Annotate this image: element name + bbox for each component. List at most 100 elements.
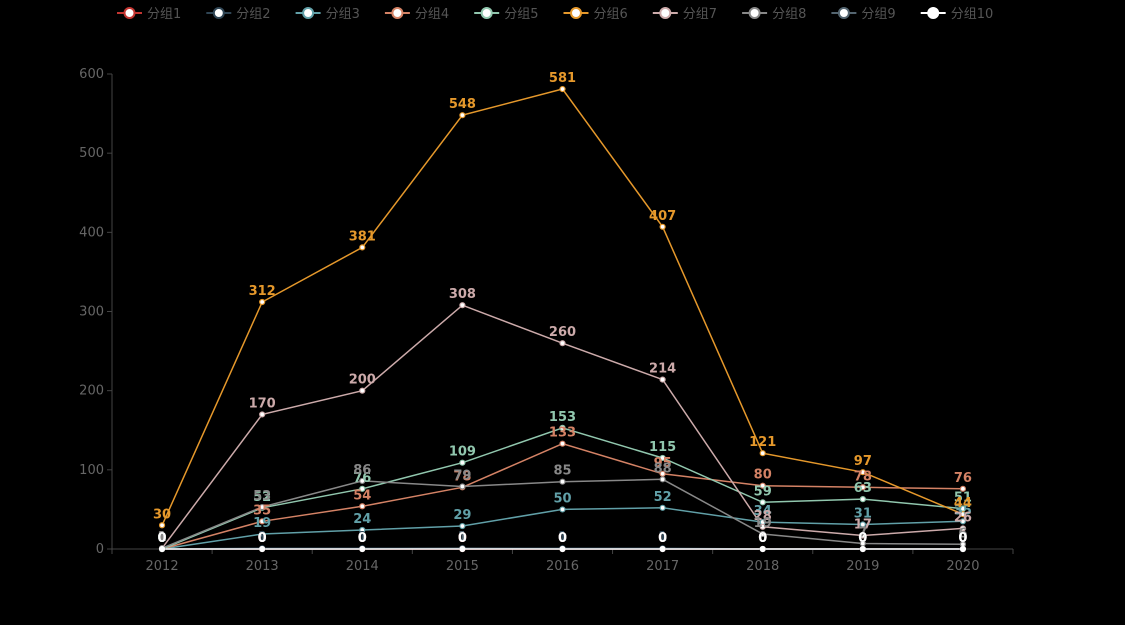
y-tick-label: 100 bbox=[79, 463, 104, 478]
data-point-8[interactable] bbox=[359, 477, 366, 485]
data-point-6[interactable] bbox=[959, 511, 967, 518]
legend-item-5[interactable]: 分组5 bbox=[474, 7, 538, 22]
data-label-5: 115 bbox=[649, 440, 676, 455]
data-point-6[interactable] bbox=[859, 469, 866, 476]
data-point-8[interactable] bbox=[559, 478, 566, 485]
data-point-6[interactable] bbox=[359, 244, 366, 251]
x-tick-label: 2015 bbox=[446, 559, 479, 574]
data-point-5[interactable] bbox=[659, 454, 666, 462]
data-label-2: 1 bbox=[358, 530, 367, 545]
data-label-10: 0 bbox=[258, 531, 267, 546]
data-point-4[interactable] bbox=[559, 440, 566, 447]
legend-marker-icon bbox=[748, 7, 761, 19]
legend-item-3[interactable]: 分组3 bbox=[295, 7, 360, 22]
data-label-2: 1 bbox=[658, 530, 667, 545]
data-label-1: 0 bbox=[958, 531, 967, 546]
data-label-6: 30 bbox=[153, 507, 171, 522]
data-point-6[interactable] bbox=[158, 522, 166, 529]
chart-legend[interactable]: 分组1 分组2 分组3 分组4 分组5 分组6 分组7 分组8 分组9 分组10 bbox=[117, 7, 993, 22]
data-point-10[interactable] bbox=[959, 545, 967, 553]
data-point-7[interactable] bbox=[359, 387, 366, 394]
data-point-10[interactable] bbox=[359, 545, 366, 553]
data-label-7: 1 bbox=[158, 530, 167, 545]
data-label-8: 6 bbox=[958, 526, 967, 541]
data-point-5[interactable] bbox=[459, 459, 466, 466]
data-label-5: 153 bbox=[549, 410, 576, 425]
data-point-4[interactable] bbox=[259, 518, 266, 525]
legend-item-1[interactable]: 分组1 bbox=[117, 7, 181, 22]
data-point-3[interactable] bbox=[959, 518, 967, 525]
data-point-10[interactable] bbox=[559, 545, 566, 553]
data-label-7: 260 bbox=[549, 325, 576, 340]
legend-item-10[interactable]: 分组10 bbox=[920, 7, 994, 22]
legend-item-9[interactable]: 分组9 bbox=[831, 7, 896, 22]
data-point-6[interactable] bbox=[659, 223, 666, 230]
data-label-1: 0 bbox=[858, 531, 867, 546]
data-point-7[interactable] bbox=[559, 340, 566, 347]
y-tick-label: 0 bbox=[96, 542, 104, 557]
data-point-5[interactable] bbox=[359, 485, 366, 492]
data-point-4[interactable] bbox=[859, 484, 866, 491]
legend-item-4[interactable]: 分组4 bbox=[384, 7, 449, 22]
series-points bbox=[158, 85, 967, 553]
data-point-7[interactable] bbox=[659, 376, 666, 383]
data-point-6[interactable] bbox=[259, 298, 266, 306]
data-point-3[interactable] bbox=[659, 504, 666, 511]
data-point-4[interactable] bbox=[759, 482, 766, 489]
data-point-10[interactable] bbox=[759, 545, 766, 553]
y-axis: 0 100 200 300 400 500 600 bbox=[79, 67, 113, 557]
data-point-7[interactable] bbox=[959, 525, 967, 532]
data-label-2: 0 bbox=[758, 531, 767, 546]
y-tick-label: 500 bbox=[79, 146, 104, 161]
data-point-5[interactable] bbox=[759, 499, 766, 506]
legend-label: 分组6 bbox=[594, 7, 628, 22]
data-point-5[interactable] bbox=[859, 496, 866, 503]
data-point-10[interactable] bbox=[158, 545, 166, 553]
data-point-4[interactable] bbox=[359, 503, 366, 510]
data-label-1: 0 bbox=[258, 531, 267, 546]
y-tick-label: 600 bbox=[79, 67, 104, 82]
data-point-7[interactable] bbox=[459, 302, 466, 309]
data-point-7[interactable] bbox=[859, 532, 866, 539]
data-point-4[interactable] bbox=[959, 485, 967, 492]
y-tick-label: 300 bbox=[79, 305, 104, 320]
legend-item-6[interactable]: 分组6 bbox=[563, 7, 628, 22]
data-label-7: 308 bbox=[449, 287, 476, 302]
legend-item-2[interactable]: 分组2 bbox=[206, 7, 271, 22]
data-point-3[interactable] bbox=[259, 530, 266, 538]
data-label-7: 214 bbox=[649, 362, 676, 377]
legend-marker-icon bbox=[123, 7, 136, 19]
data-point-10[interactable] bbox=[459, 545, 466, 553]
data-point-3[interactable] bbox=[459, 522, 466, 530]
legend-label: 分组5 bbox=[504, 7, 538, 22]
data-label-6: 581 bbox=[549, 71, 576, 86]
data-label-4: 133 bbox=[549, 426, 576, 441]
data-point-7[interactable] bbox=[759, 523, 766, 530]
data-point-3[interactable] bbox=[359, 526, 366, 534]
data-point-6[interactable] bbox=[459, 112, 466, 119]
data-point-8[interactable] bbox=[459, 483, 466, 490]
data-label-6: 121 bbox=[749, 435, 776, 450]
data-point-10[interactable] bbox=[859, 545, 866, 553]
data-label-6: 548 bbox=[449, 97, 476, 112]
data-point-8[interactable] bbox=[759, 530, 766, 538]
data-point-3[interactable] bbox=[859, 521, 866, 528]
legend-label: 分组7 bbox=[683, 7, 717, 22]
data-label-4: 76 bbox=[954, 471, 972, 486]
data-point-7[interactable] bbox=[259, 411, 266, 418]
data-point-10[interactable] bbox=[659, 545, 666, 553]
data-point-8[interactable] bbox=[659, 476, 666, 483]
data-label-5: 76 bbox=[353, 471, 371, 486]
data-point-10[interactable] bbox=[259, 545, 266, 553]
data-label-9: 0 bbox=[558, 531, 567, 546]
data-label-8: 79 bbox=[453, 468, 471, 483]
data-point-8[interactable] bbox=[259, 503, 266, 511]
data-label-2: 1 bbox=[258, 530, 267, 545]
data-point-3[interactable] bbox=[559, 506, 566, 513]
legend-item-7[interactable]: 分组7 bbox=[652, 7, 717, 22]
data-point-5[interactable] bbox=[559, 424, 566, 431]
data-point-6[interactable] bbox=[559, 85, 566, 93]
legend-item-8[interactable]: 分组8 bbox=[742, 7, 806, 22]
data-point-6[interactable] bbox=[759, 450, 766, 457]
